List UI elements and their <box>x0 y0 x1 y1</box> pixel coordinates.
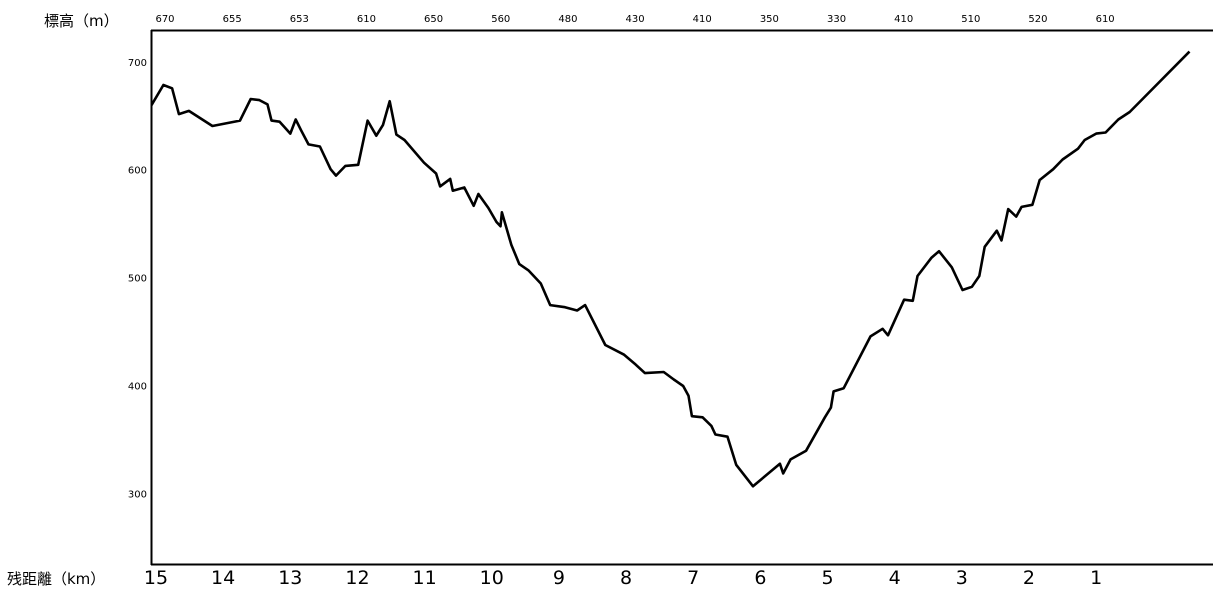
x-tick-label: 15 <box>144 567 168 589</box>
x-tick-label: 11 <box>413 567 437 589</box>
x-tick-label: 3 <box>956 567 968 589</box>
x-tick-label: 7 <box>687 567 699 589</box>
top-elevation-label: 410 <box>894 14 913 25</box>
y-tick-label: 400 <box>128 382 147 393</box>
y-tick-label: 700 <box>128 58 147 69</box>
x-tick-label: 1 <box>1090 567 1102 589</box>
top-elevation-label: 430 <box>626 14 645 25</box>
elevation-line <box>152 50 1191 488</box>
top-elevation-label: 410 <box>693 14 712 25</box>
top-elevation-label: 610 <box>1096 14 1115 25</box>
x-tick-label: 6 <box>754 567 766 589</box>
x-tick-label: 13 <box>278 567 302 589</box>
top-elevation-label: 520 <box>1028 14 1047 25</box>
x-tick-label: 8 <box>620 567 632 589</box>
x-tick-label: 10 <box>480 567 504 589</box>
y-tick-label: 500 <box>128 274 147 285</box>
x-tick-label: 2 <box>1023 567 1035 589</box>
y-axis-ticks: 700 600 500 400 300 <box>128 58 147 501</box>
top-elevation-label: 653 <box>290 14 309 25</box>
top-elevation-label: 480 <box>558 14 577 25</box>
y-tick-label: 300 <box>128 489 147 500</box>
top-elevation-label: 330 <box>827 14 846 25</box>
x-tick-label: 12 <box>345 567 369 589</box>
x-tick-label: 5 <box>821 567 833 589</box>
top-elevation-label: 560 <box>491 14 510 25</box>
x-tick-label: 14 <box>211 567 235 589</box>
x-axis-ticks: 15 14 13 12 11 10 9 8 7 6 5 4 3 2 1 <box>144 567 1102 589</box>
x-tick-label: 9 <box>553 567 565 589</box>
x-tick-label: 4 <box>889 567 901 589</box>
top-elevation-label: 650 <box>424 14 443 25</box>
x-axis-title: 残距離（km） <box>7 570 105 588</box>
top-elevation-label: 510 <box>961 14 980 25</box>
top-elevation-label: 655 <box>223 14 242 25</box>
top-elevation-label: 610 <box>357 14 376 25</box>
y-tick-label: 600 <box>128 166 147 177</box>
top-elevation-labels: 670 655 653 610 650 560 480 430 410 350 330 410 510 5… <box>155 14 1114 25</box>
top-elevation-label: 670 <box>155 14 174 25</box>
top-elevation-label: 350 <box>760 14 779 25</box>
y-axis-title: 標高（m） <box>44 12 119 30</box>
